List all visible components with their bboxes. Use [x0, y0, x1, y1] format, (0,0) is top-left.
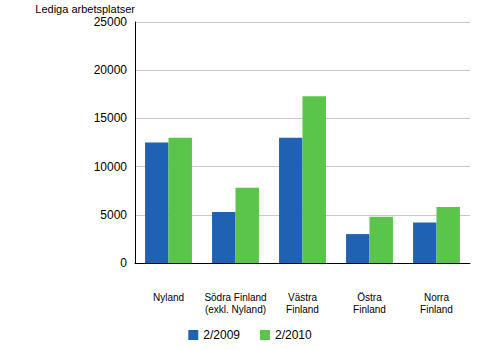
svg-text:Nyland: Nyland — [153, 292, 184, 303]
svg-text:Västra: Västra — [288, 292, 317, 303]
svg-text:0: 0 — [120, 256, 127, 270]
svg-text:20000: 20000 — [94, 63, 128, 77]
svg-text:Östra: Östra — [357, 292, 382, 303]
svg-text:Södra Finland: Södra Finland — [204, 292, 266, 303]
svg-text:2/2009: 2/2009 — [203, 328, 240, 342]
svg-text:Norra: Norra — [424, 292, 449, 303]
svg-text:10000: 10000 — [94, 160, 128, 174]
svg-text:15000: 15000 — [94, 111, 128, 125]
svg-text:Finland: Finland — [353, 304, 386, 315]
svg-text:Finland: Finland — [286, 304, 319, 315]
svg-text:Finland: Finland — [420, 304, 453, 315]
svg-text:2/2010: 2/2010 — [275, 328, 312, 342]
svg-text:25000: 25000 — [94, 15, 128, 29]
svg-text:Lediga arbetsplatser: Lediga arbetsplatser — [35, 3, 135, 15]
svg-text:(exkl. Nyland): (exkl. Nyland) — [205, 304, 266, 315]
svg-text:5000: 5000 — [100, 208, 127, 222]
